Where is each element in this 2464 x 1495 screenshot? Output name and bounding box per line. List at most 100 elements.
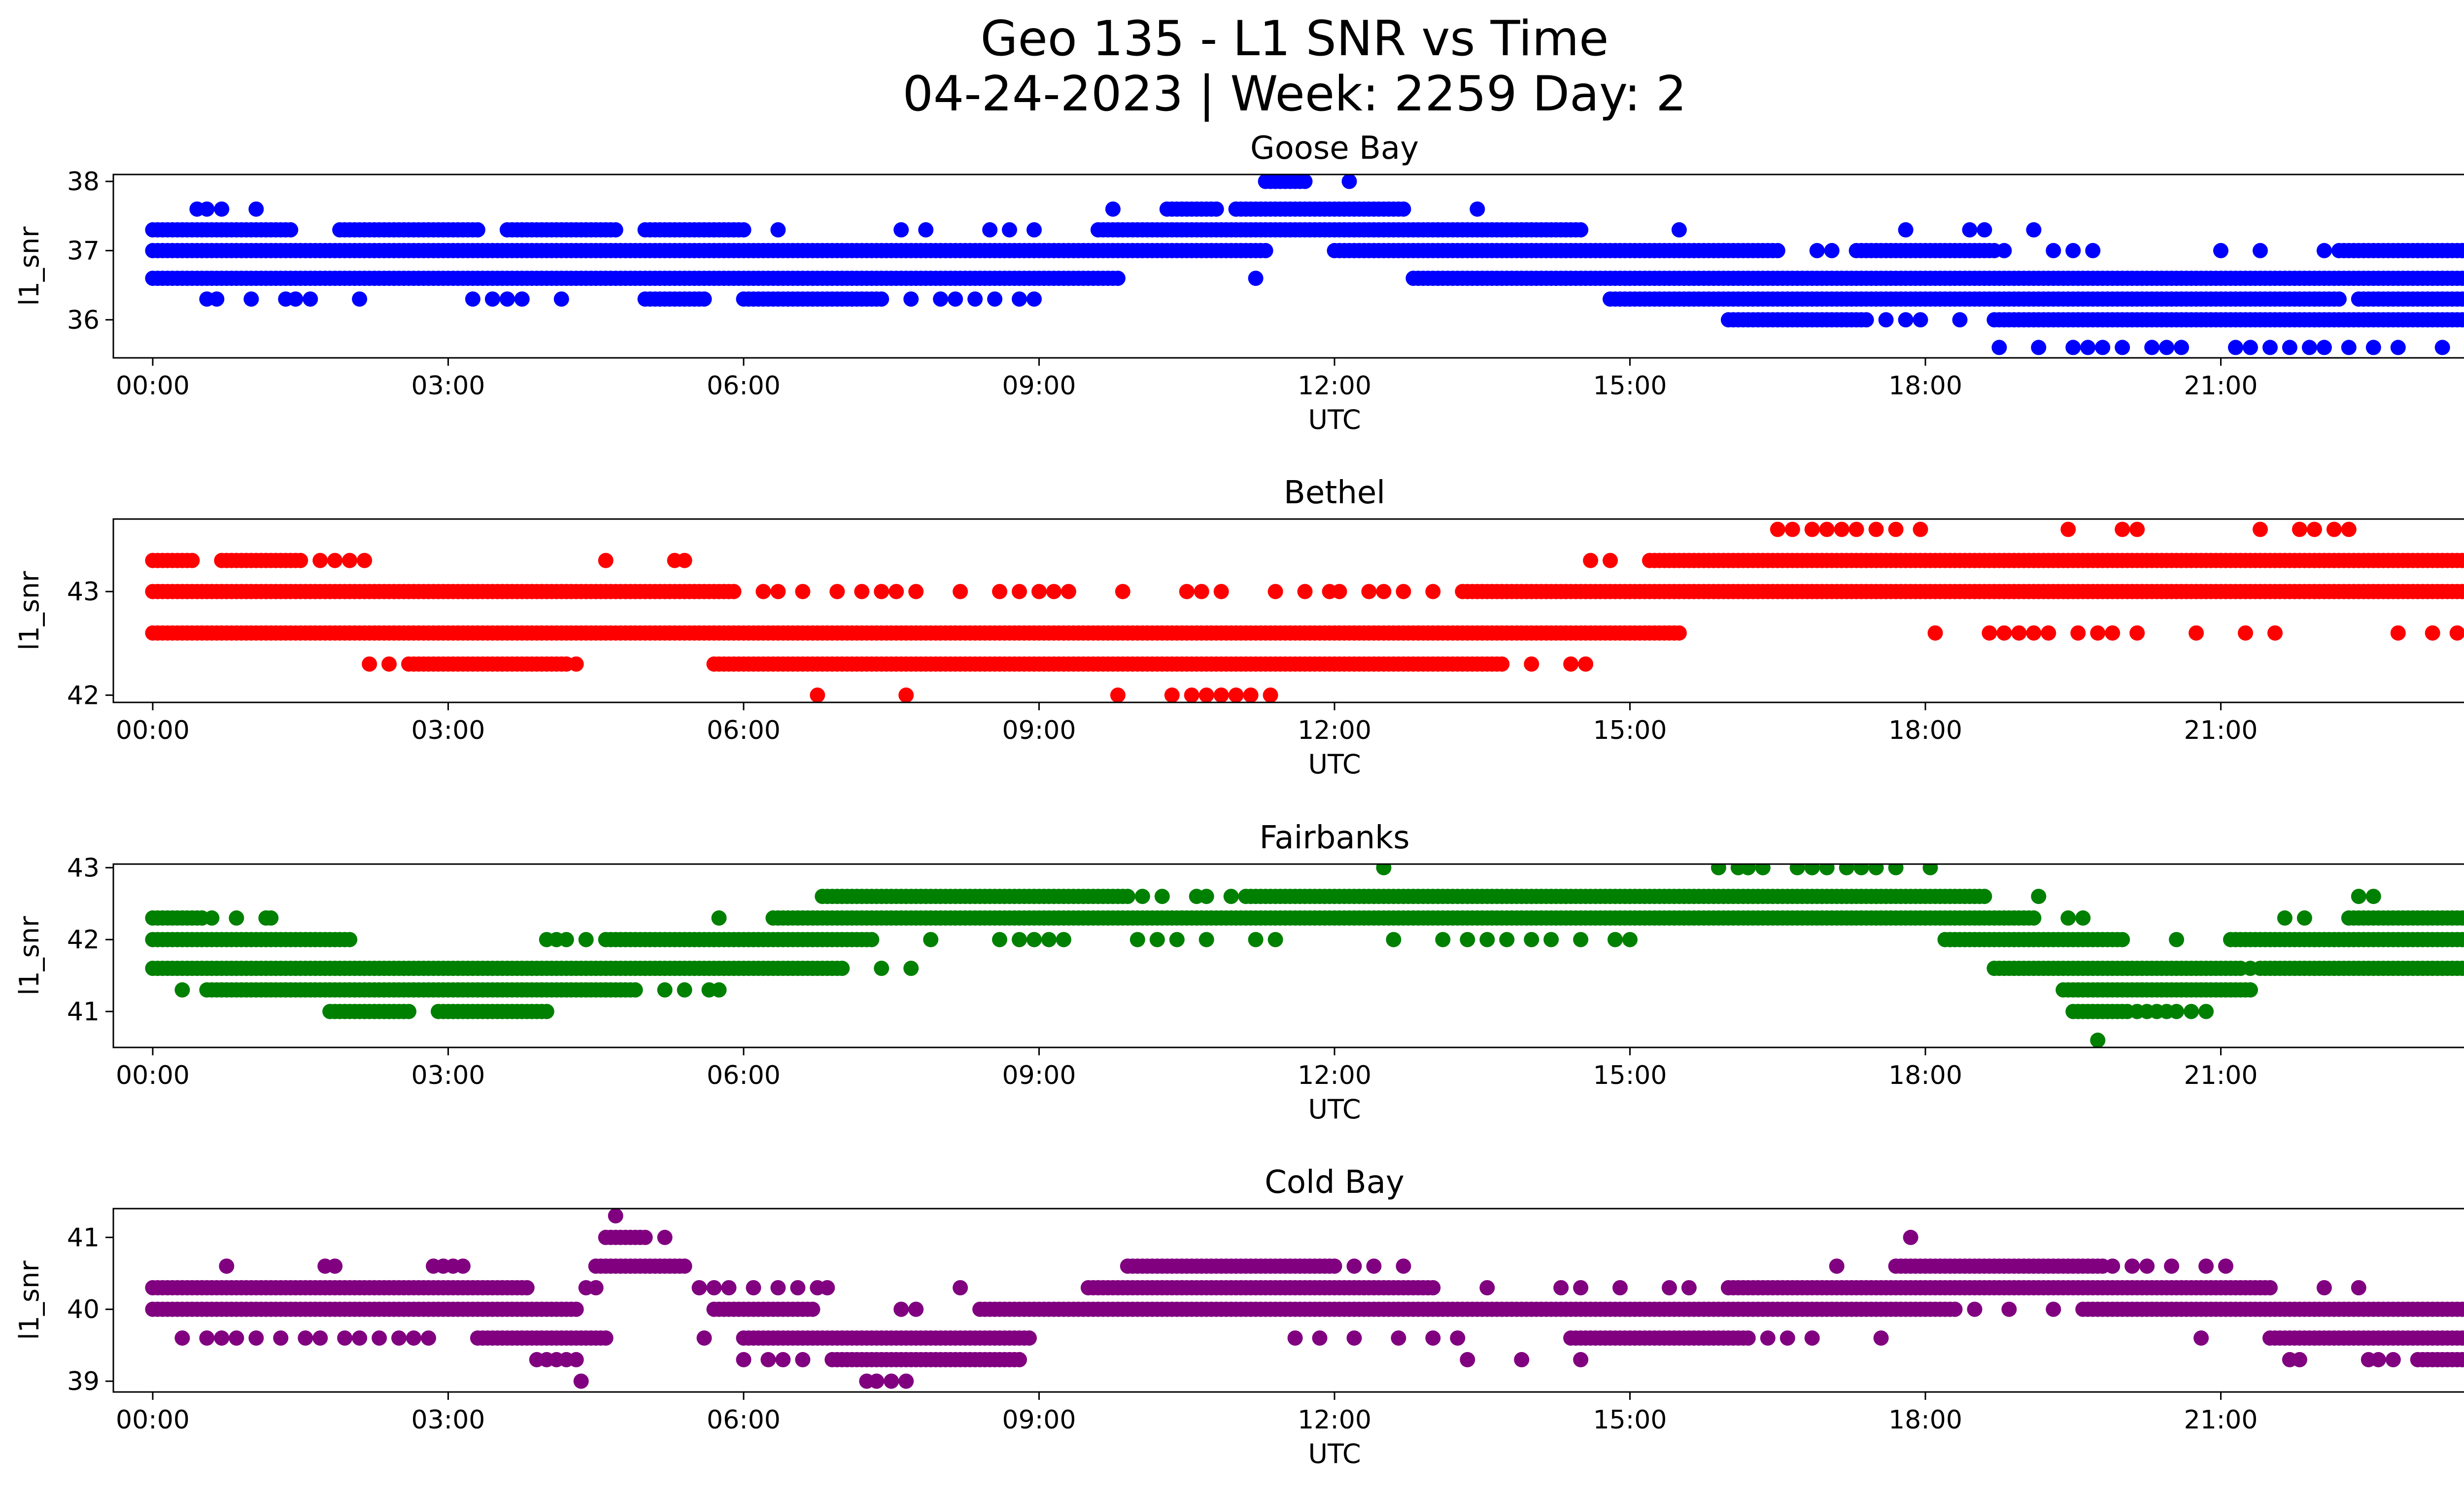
x-tick-label: 09:00	[1002, 716, 1076, 745]
data-point	[2198, 1004, 2214, 1019]
data-point	[1361, 584, 1377, 599]
data-point	[1878, 312, 1894, 328]
data-point	[1198, 687, 1214, 702]
scatter-series	[145, 174, 2464, 355]
x-tick-label: 15:00	[1593, 371, 1667, 401]
data-point	[184, 553, 200, 568]
data-point	[199, 982, 215, 998]
x-tick-label: 12:00	[1298, 1061, 1371, 1090]
data-point	[1770, 243, 1785, 258]
x-axis-label: UTC	[1308, 1094, 1361, 1125]
data-point	[209, 291, 225, 307]
data-point	[298, 1330, 313, 1346]
data-point	[2365, 889, 2381, 904]
data-point	[263, 910, 279, 926]
data-point	[2253, 522, 2268, 537]
data-point	[1804, 522, 1820, 537]
data-point	[1134, 889, 1150, 904]
data-point	[1297, 584, 1313, 599]
data-point	[2105, 1258, 2121, 1274]
data-point	[362, 656, 377, 672]
data-point	[677, 982, 692, 998]
data-point	[1120, 889, 1135, 904]
data-point	[303, 291, 318, 307]
x-tick-label: 18:00	[1888, 716, 1962, 745]
data-point	[357, 553, 373, 568]
data-point	[288, 291, 304, 307]
data-point	[1740, 1330, 1756, 1346]
data-point	[1853, 864, 1869, 875]
x-tick-label: 18:00	[1888, 371, 1962, 401]
data-point	[2331, 291, 2347, 307]
data-point	[1223, 889, 1239, 904]
data-point	[1012, 932, 1027, 947]
scatter-series	[145, 864, 2464, 1047]
data-point	[2169, 932, 2185, 947]
data-point	[539, 1004, 554, 1019]
data-point	[736, 222, 752, 238]
data-point	[2459, 292, 2464, 306]
data-point	[283, 222, 299, 238]
data-point	[1711, 864, 1726, 875]
data-point	[2439, 243, 2455, 258]
data-point	[598, 1330, 614, 1346]
data-point	[1524, 932, 1540, 947]
data-point	[805, 1301, 821, 1317]
data-point	[2351, 889, 2366, 904]
data-point	[736, 1352, 752, 1367]
data-point	[1129, 932, 1145, 947]
data-point	[2115, 340, 2130, 355]
data-point	[248, 201, 264, 217]
data-point	[1898, 312, 1914, 328]
data-point	[2459, 932, 2464, 947]
data-point	[2262, 340, 2278, 355]
data-point	[2459, 271, 2464, 285]
data-point	[1499, 932, 1515, 947]
x-tick-label: 12:00	[1298, 371, 1371, 401]
data-point	[795, 1352, 811, 1367]
data-point	[1061, 584, 1076, 599]
data-point	[1396, 584, 1411, 599]
y-tick-label: 36	[67, 306, 100, 335]
data-point	[2198, 1258, 2214, 1274]
data-point	[608, 222, 623, 238]
y-tick-label: 37	[67, 236, 100, 266]
data-point	[775, 1352, 791, 1367]
data-point	[898, 687, 914, 702]
data-point	[1834, 522, 1849, 537]
data-point	[1460, 932, 1475, 947]
data-point	[987, 291, 1003, 307]
data-point	[2459, 1353, 2464, 1367]
x-tick-label: 00:00	[116, 716, 190, 745]
data-point	[2316, 340, 2332, 355]
data-point	[391, 1330, 407, 1346]
data-point	[2277, 910, 2293, 926]
data-point	[401, 1004, 416, 1019]
x-tick-label: 09:00	[1002, 371, 1076, 401]
data-point	[2159, 340, 2175, 355]
data-point	[1263, 687, 1278, 702]
data-point	[923, 932, 939, 947]
data-point	[553, 291, 569, 307]
data-point	[1169, 932, 1185, 947]
data-point	[2243, 961, 2258, 976]
data-point	[1110, 271, 1126, 286]
data-point	[1804, 864, 1820, 875]
data-point	[854, 584, 870, 599]
data-point	[908, 584, 924, 599]
data-point	[1435, 932, 1451, 947]
data-point	[1977, 222, 1992, 238]
data-point	[1396, 1258, 1411, 1274]
data-point	[1740, 864, 1756, 875]
data-point	[1947, 1301, 1963, 1317]
data-point	[578, 932, 594, 947]
data-point	[2115, 932, 2130, 947]
y-tick-label: 42	[67, 681, 100, 710]
data-point	[2026, 222, 2042, 238]
y-tick-label: 43	[67, 853, 100, 883]
data-point	[696, 291, 712, 307]
